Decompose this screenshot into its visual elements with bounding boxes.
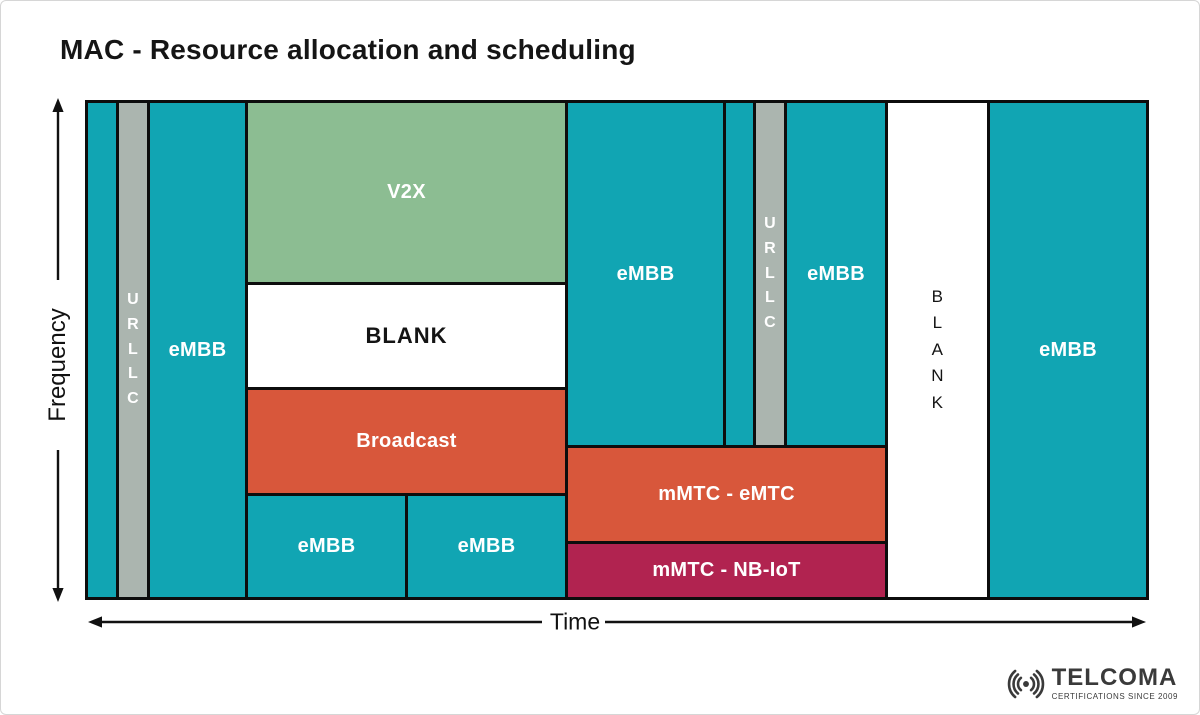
- embb-bottom-right-label: eMBB: [457, 535, 516, 557]
- page-title: MAC - Resource allocation and scheduling: [60, 34, 636, 65]
- embb-bottom-right: eMBB: [408, 496, 565, 597]
- embb-mid-wide: eMBB: [568, 103, 723, 445]
- broadcast-block-label: Broadcast: [356, 430, 457, 452]
- embb-bottom-left: eMBB: [248, 496, 405, 597]
- v2x-block-label: V2X: [387, 181, 426, 203]
- mmtc-nbiot-block: mMTC - NB-IoT: [568, 544, 885, 597]
- v2x-block: V2X: [248, 103, 565, 282]
- embb-mid-wide-label: eMBB: [616, 262, 675, 285]
- blank-mid-block: BLANK: [248, 285, 565, 387]
- blank-mid-block-label: BLANK: [365, 323, 448, 348]
- embb-left-column-label: eMBB: [168, 338, 227, 361]
- telcoma-logo: TELCOMA CERTIFICATIONS SINCE 2009: [1004, 666, 1178, 701]
- blank-column: B L A N K: [888, 103, 987, 597]
- embb-mid-right: eMBB: [787, 103, 885, 445]
- embb-left-column: eMBB: [150, 103, 245, 597]
- embb-mid-right-label: eMBB: [807, 262, 865, 285]
- teal-strip-mid: [726, 103, 753, 445]
- broadcast-block: Broadcast: [248, 390, 565, 493]
- mmtc-emtc-block-label: mMTC - eMTC: [658, 483, 795, 505]
- blank-column-label: B L A N K: [931, 287, 944, 412]
- frequency-axis-label: Frequency: [44, 308, 71, 422]
- mmtc-nbiot-block-label: mMTC - NB-IoT: [652, 559, 801, 581]
- embb-right-column: eMBB: [990, 103, 1146, 597]
- frequency-axis-arrow: [52, 98, 64, 602]
- embb-right-column-label: eMBB: [1039, 338, 1097, 361]
- logo-brand-text: TELCOMA: [1051, 664, 1178, 691]
- broadcast-signal-icon: [1007, 669, 1044, 698]
- urllc-mid-column-label: U R L L C: [764, 215, 776, 332]
- logo-tagline-text: CERTIFICATIONS SINCE 2009: [1051, 692, 1178, 701]
- time-axis-arrow: [88, 616, 1146, 628]
- urllc-left-column-label: U R L L C: [127, 291, 139, 408]
- embb-bottom-left-label: eMBB: [297, 535, 356, 557]
- teal-sliver-left: [88, 103, 116, 597]
- time-axis-label: Time: [549, 608, 601, 635]
- urllc-left-column: U R L L C: [119, 103, 147, 597]
- urllc-mid-column: U R L L C: [756, 103, 784, 445]
- mmtc-emtc-block: mMTC - eMTC: [568, 448, 885, 541]
- resource-grid: U R L L C eMBB V2X BLANK Broadcast eMBB eMBB eM…: [85, 100, 1149, 600]
